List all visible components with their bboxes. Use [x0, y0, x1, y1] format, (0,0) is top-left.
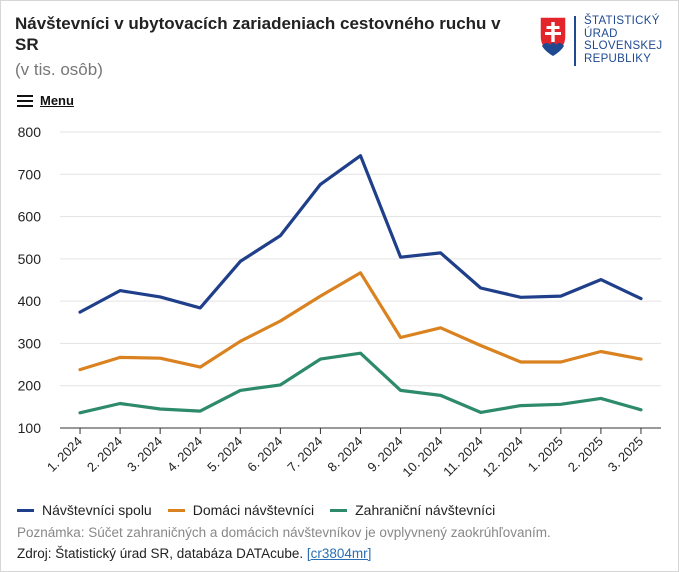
y-tick-label: 800: [18, 124, 42, 140]
legend-label: Návštevníci spolu: [42, 502, 152, 518]
logo-text: ŠTATISTICKÝ ÚRAD SLOVENSKEJ REPUBLIKY: [584, 15, 662, 65]
menu-label: Menu: [40, 93, 74, 108]
x-tick-label: 5. 2024: [204, 434, 245, 475]
x-tick-label: 1. 2025: [525, 434, 566, 475]
legend-label: Domáci návštevníci: [192, 502, 315, 518]
x-tick-label: 6. 2024: [244, 434, 285, 475]
legend: Návštevníci spolu Domáci návštevníci Zah…: [17, 502, 511, 518]
x-tick-label: 11. 2024: [440, 434, 486, 480]
logo-line: ÚRAD: [584, 27, 618, 40]
legend-swatch: [17, 508, 34, 512]
menu-button[interactable]: Menu: [17, 93, 74, 108]
series-line-1: [78, 154, 643, 314]
y-tick-label: 200: [18, 378, 42, 394]
series-line-2: [78, 271, 643, 372]
footnote: Poznámka: Súčet zahraničných a domácich …: [17, 525, 551, 540]
y-axis: 100 200 300 400 500 600 700 800: [18, 124, 42, 436]
x-tick-label: 1. 2024: [44, 434, 85, 475]
source-line: Zdroj: Štatistický úrad SR, databáza DAT…: [17, 546, 371, 561]
x-tick-label: 8. 2024: [324, 434, 365, 475]
x-tick-label: 2. 2024: [84, 434, 125, 475]
x-tick-label: 3. 2024: [124, 434, 165, 475]
y-tick-label: 400: [18, 293, 42, 309]
coat-of-arms-icon: [539, 16, 567, 57]
series-lines: [78, 154, 643, 415]
y-tick-label: 600: [18, 209, 42, 225]
x-tick-label: 7. 2024: [284, 434, 325, 475]
hamburger-icon: [17, 94, 33, 107]
legend-label: Zahraniční návštevníci: [355, 502, 496, 518]
legend-item-foreign[interactable]: Zahraniční návštevníci: [330, 502, 495, 518]
x-tick-label: 4. 2024: [164, 434, 205, 475]
x-tick-label: 10. 2024: [399, 434, 445, 480]
x-tick-label: 3. 2025: [605, 434, 646, 475]
series-line-3: [78, 351, 643, 415]
logo-divider: [574, 16, 576, 66]
chart-subtitle: (v tis. osôb): [15, 60, 103, 79]
y-tick-label: 700: [18, 166, 42, 182]
logo-line: ŠTATISTICKÝ: [584, 15, 660, 27]
y-tick-label: 100: [18, 420, 42, 436]
x-tick-label: 2. 2025: [565, 434, 606, 475]
gridlines: [60, 131, 661, 387]
x-tick-label: 12. 2024: [479, 434, 525, 480]
y-tick-label: 500: [18, 251, 42, 267]
source-link[interactable]: [cr3804mr]: [306, 546, 372, 561]
legend-item-total[interactable]: Návštevníci spolu: [17, 502, 152, 518]
source-text: Zdroj: Štatistický úrad SR, databáza DAT…: [17, 546, 307, 561]
y-tick-label: 300: [18, 335, 42, 351]
statistics-office-logo: ŠTATISTICKÝ ÚRAD SLOVENSKEJ REPUBLIKY: [538, 15, 668, 67]
chart-title: Návštevníci v ubytovacích zariadeniach c…: [15, 14, 501, 54]
legend-swatch: [167, 508, 185, 512]
legend-item-domestic[interactable]: Domáci návštevníci: [167, 502, 315, 518]
logo-line: SLOVENSKEJ: [584, 40, 663, 52]
legend-swatch: [330, 508, 348, 512]
logo-line: REPUBLIKY: [584, 52, 652, 65]
